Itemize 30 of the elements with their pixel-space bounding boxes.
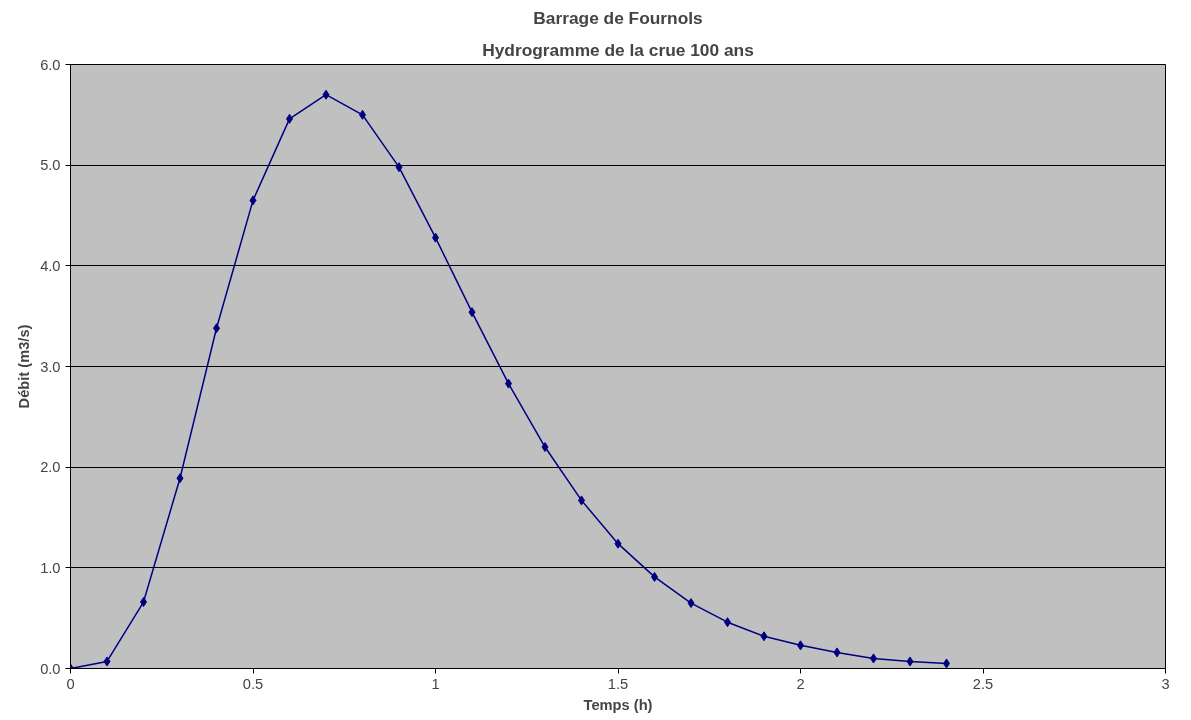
x-tick-label: 1 — [431, 675, 440, 692]
x-tick-label: 0 — [66, 675, 75, 692]
x-tick-label: 3 — [1161, 675, 1170, 692]
point — [395, 162, 403, 173]
x-tick-label: 2.5 — [972, 675, 994, 692]
y-tick-label: 1.0 — [40, 559, 61, 576]
y-tick-label: 5.0 — [40, 157, 61, 174]
point — [103, 656, 111, 667]
y-tick-label: 4.0 — [40, 257, 61, 274]
chart-subtitle: Hydrogramme de la crue 100 ans — [482, 39, 754, 60]
point — [760, 631, 768, 642]
y-tick-label: 2.0 — [40, 459, 61, 476]
chart-title: Barrage de Fournols — [533, 7, 703, 28]
point — [468, 307, 476, 318]
y-tick-label: 6.0 — [40, 56, 61, 73]
y-tick-label: 3.0 — [40, 358, 61, 375]
point — [687, 598, 695, 609]
y-tick-label: 0.0 — [40, 660, 61, 677]
point — [833, 647, 841, 658]
point — [249, 195, 257, 206]
x-axis-title: Temps (h) — [583, 696, 653, 713]
y-axis-title: Débit (m3/s) — [16, 324, 33, 409]
point — [176, 473, 184, 484]
x-tick-label: 0.5 — [242, 675, 264, 692]
point — [322, 89, 330, 100]
point — [541, 442, 549, 453]
point — [614, 538, 622, 549]
point — [906, 656, 914, 667]
x-tick-label: 1.5 — [607, 675, 629, 692]
x-tick-label: 2 — [796, 675, 805, 692]
